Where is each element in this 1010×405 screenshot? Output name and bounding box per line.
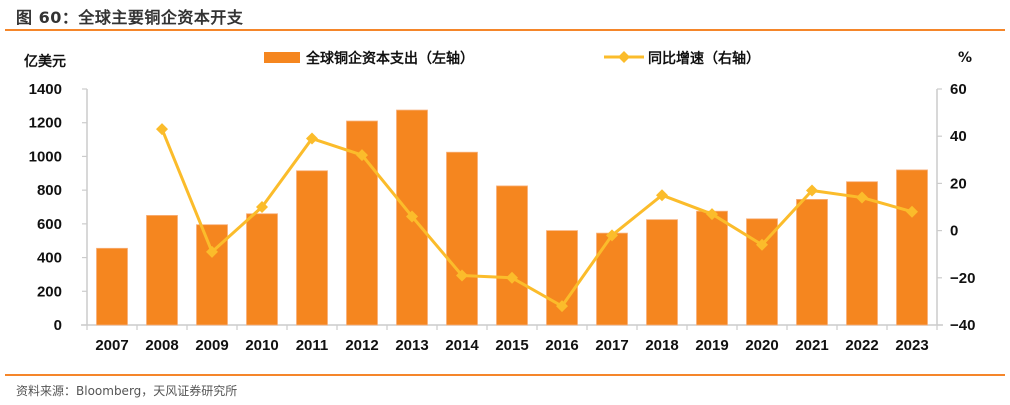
x-tick-label: 2012	[345, 337, 378, 354]
title-rule	[5, 29, 1005, 31]
diamond-marker-icon	[556, 300, 568, 313]
right-tick-label: 60	[950, 81, 967, 98]
x-tick-label: 2023	[895, 337, 928, 354]
diamond-marker-icon	[906, 205, 918, 218]
bar	[446, 151, 478, 326]
diamond-marker-icon	[706, 208, 718, 221]
bar	[646, 219, 678, 326]
bar	[246, 213, 278, 326]
legend: 全球铜企资本支出（左轴） 同比增速（右轴）	[264, 50, 760, 67]
diamond-marker-icon	[156, 123, 168, 136]
x-tick-label: 2021	[795, 337, 828, 354]
line-series	[156, 123, 918, 313]
bar	[496, 185, 528, 326]
right-tick-label: 20	[950, 175, 967, 192]
figure-title: 图 60：全球主要铜企资本开支	[16, 8, 244, 27]
diamond-marker-icon	[606, 229, 618, 242]
bar	[746, 218, 778, 326]
left-tick-label: 800	[37, 182, 62, 199]
x-tick-label: 2010	[245, 337, 278, 354]
x-tick-label: 2011	[296, 337, 329, 354]
x-tick-label: 2017	[595, 337, 628, 354]
left-tick-label: 1400	[29, 81, 62, 98]
bar	[696, 210, 728, 326]
left-axis-unit: 亿美元	[24, 53, 66, 70]
x-tick-label: 2008	[145, 337, 178, 354]
right-axis-unit: %	[958, 50, 972, 66]
x-tick-label: 2020	[745, 337, 778, 354]
left-tick-label: 1200	[29, 115, 62, 132]
diamond-marker-icon	[356, 149, 368, 162]
right-tick-label: −20	[950, 270, 975, 287]
diamond-marker-icon	[206, 245, 218, 258]
left-tick-label: 0	[54, 317, 62, 334]
x-tick-label: 2022	[845, 337, 878, 354]
bar	[196, 224, 228, 326]
x-tick-label: 2007	[95, 337, 128, 354]
right-tick-label: 0	[950, 223, 958, 240]
growth-line	[160, 128, 913, 308]
left-tick-label: 1000	[29, 148, 62, 165]
chart: 0 200 400 600 800 1000 1200 1400 −40 −20 0 20 40 60 20…	[24, 50, 975, 354]
x-tick-label: 2015	[495, 337, 528, 354]
x-tick-label: 2016	[545, 337, 578, 354]
left-tick-label: 400	[37, 250, 62, 267]
legend-line-label: 同比增速（右轴）	[648, 50, 760, 67]
bar	[96, 247, 128, 326]
left-tick-label: 600	[37, 216, 62, 233]
source-rule	[5, 374, 1005, 376]
bar	[796, 199, 828, 326]
legend-diamond-icon	[618, 51, 630, 63]
bar	[596, 232, 628, 326]
left-tick-label: 200	[37, 283, 62, 300]
x-tick-label: 2009	[195, 337, 228, 354]
x-tick-label: 2013	[395, 337, 428, 354]
right-tick-label: 40	[950, 128, 967, 145]
diamond-marker-icon	[306, 132, 318, 145]
diamond-marker-icon	[856, 191, 868, 204]
x-tick-label: 2019	[695, 337, 728, 354]
bar	[896, 169, 928, 326]
legend-bar-swatch-icon	[264, 52, 300, 63]
bar	[846, 181, 878, 326]
diamond-marker-icon	[456, 269, 468, 282]
legend-bar-label: 全球铜企资本支出（左轴）	[305, 50, 474, 67]
source-note: 资料来源：Bloomberg，天风证券研究所	[16, 384, 238, 398]
diamond-marker-icon	[506, 271, 518, 284]
x-tick-label: 2014	[445, 337, 479, 354]
diamond-marker-icon	[256, 201, 268, 213]
bar	[296, 170, 328, 326]
x-tick-label: 2018	[645, 337, 678, 354]
bar	[146, 215, 178, 326]
diamond-marker-icon	[656, 189, 668, 202]
diamond-marker-icon	[406, 210, 418, 223]
bar-series	[96, 109, 928, 326]
right-tick-label: −40	[950, 317, 975, 334]
diamond-marker-icon	[806, 184, 818, 197]
diamond-marker-icon	[756, 238, 768, 251]
